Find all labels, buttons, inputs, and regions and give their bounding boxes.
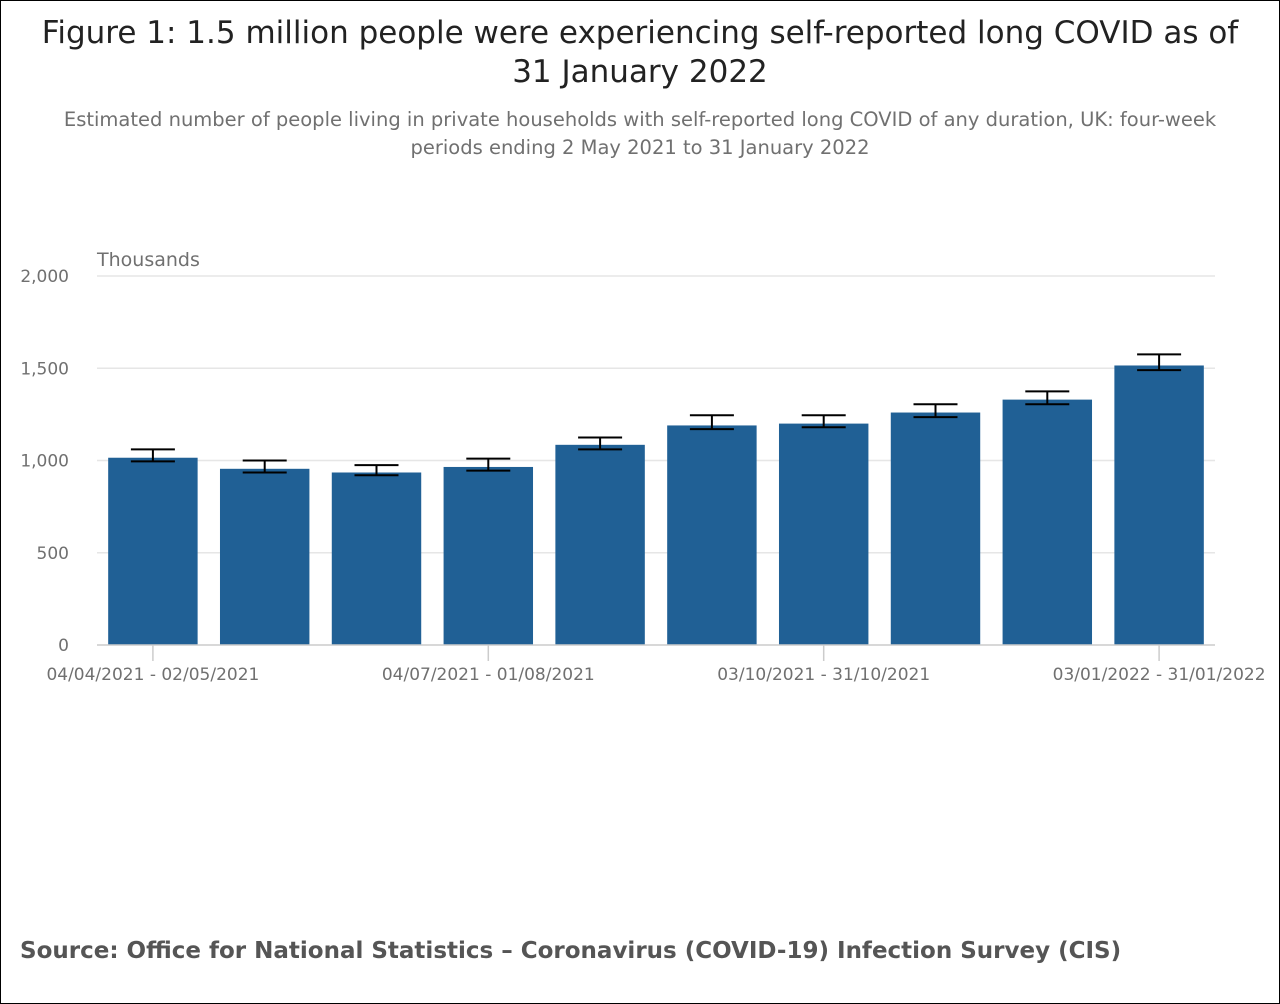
bar <box>667 425 757 645</box>
chart-subtitle: Estimated number of people living in pri… <box>63 108 1217 159</box>
x-tick-label: 04/04/2021 - 02/05/2021 <box>46 665 259 685</box>
bar <box>778 423 869 645</box>
bar <box>219 468 310 645</box>
axes: 0 500 1,000 1,500 2,000 04/04/2021 - 02/05/20… <box>20 267 1265 685</box>
bars <box>108 365 1204 645</box>
bar <box>1114 365 1204 645</box>
bar <box>331 472 422 645</box>
x-tick-label: 03/10/2021 - 31/10/2021 <box>717 665 930 685</box>
y-tick-label: 0 <box>58 636 69 656</box>
y-tick-label: 2,000 <box>20 267 69 287</box>
y-tick-label: 500 <box>37 544 69 564</box>
chart-title: Figure 1: 1.5 million people were experi… <box>41 15 1239 90</box>
y-tick-label: 1,000 <box>20 452 69 472</box>
error-bars <box>130 353 1182 477</box>
y-axis-unit-label: Thousands <box>97 249 200 271</box>
bar <box>555 444 645 645</box>
bar <box>1002 399 1093 645</box>
source-note: Source: Office for National Statistics –… <box>20 938 1122 964</box>
y-tick-label: 1,500 <box>20 359 69 379</box>
bar <box>443 466 534 645</box>
x-tick-label: 04/07/2021 - 01/08/2021 <box>382 665 595 685</box>
x-tick-label: 03/01/2022 - 31/01/2022 <box>1053 665 1266 685</box>
bar <box>108 457 198 645</box>
bar <box>890 412 981 645</box>
